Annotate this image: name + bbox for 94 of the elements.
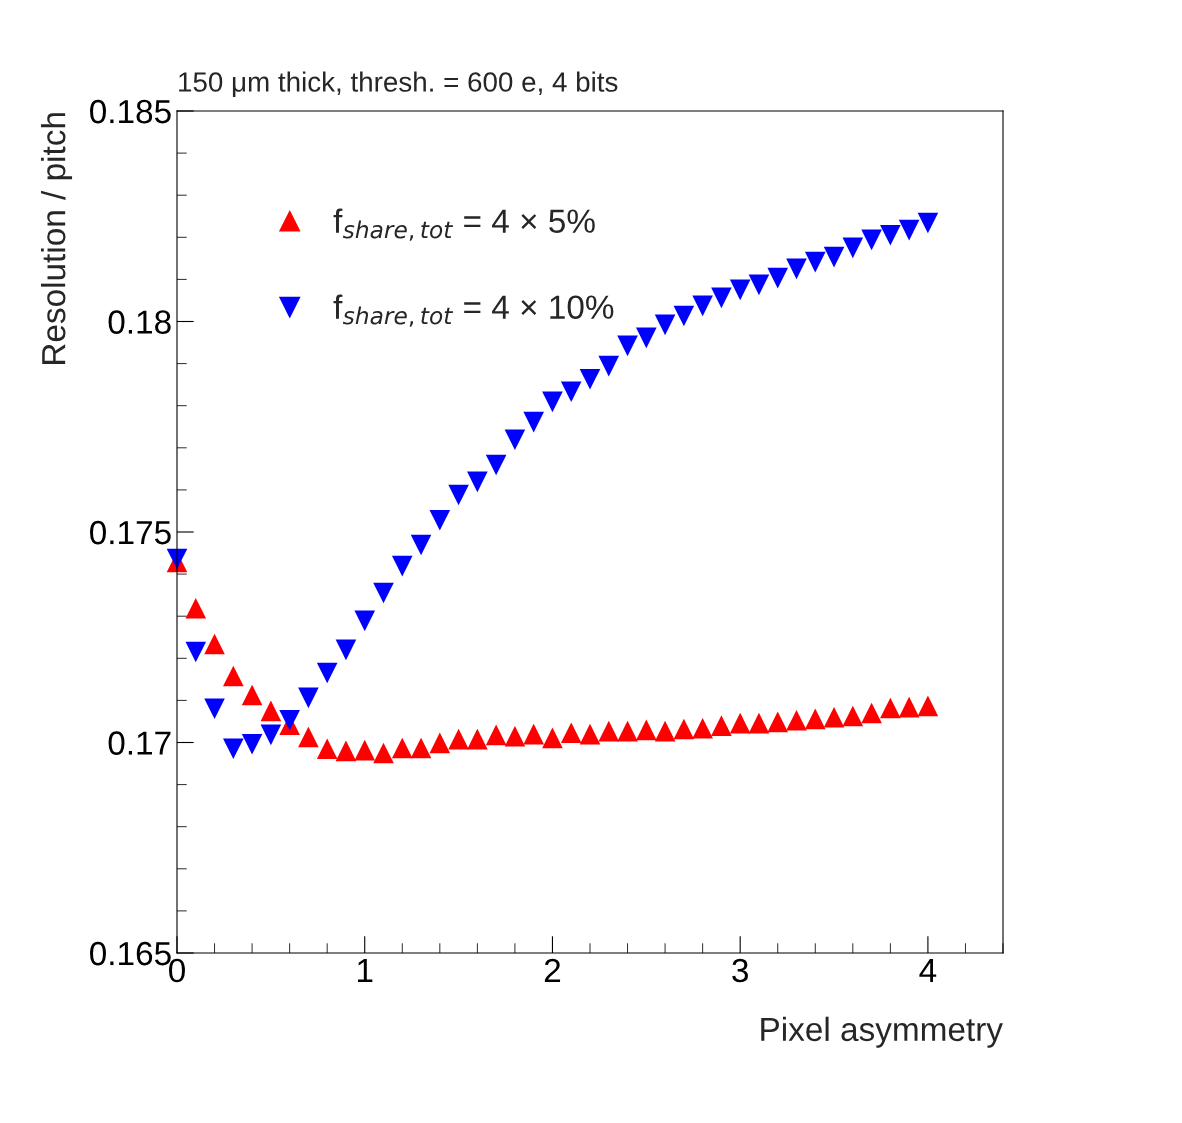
- point: [823, 706, 845, 728]
- point: [692, 717, 713, 739]
- point: [917, 695, 939, 717]
- point: [729, 712, 751, 734]
- point: [804, 708, 826, 730]
- point: [504, 429, 526, 451]
- point: [880, 697, 901, 719]
- x-tick-label: 4: [919, 959, 937, 983]
- point: [354, 610, 376, 632]
- point: [673, 305, 695, 327]
- point: [279, 709, 300, 731]
- x-tick-label: 2: [544, 958, 561, 983]
- point: [448, 484, 469, 506]
- point: [429, 732, 451, 754]
- point: [598, 355, 620, 377]
- point: [354, 739, 376, 761]
- point: [504, 725, 526, 747]
- point: [842, 237, 864, 259]
- point: [467, 471, 488, 493]
- point: [335, 639, 357, 661]
- point: [917, 212, 939, 234]
- point: [260, 700, 282, 722]
- point: [241, 733, 263, 755]
- point: [391, 555, 413, 577]
- point: [579, 723, 601, 745]
- point: [617, 720, 638, 742]
- point: [861, 702, 882, 724]
- point: [542, 391, 563, 413]
- point: [654, 720, 676, 742]
- x-axis-title: Pixel asymmetry: [761, 1016, 1003, 1048]
- point: [861, 229, 882, 251]
- point: [636, 327, 657, 349]
- point: [560, 722, 582, 744]
- y-axis-title: Resolution / pitch: [40, 113, 73, 364]
- point: [560, 381, 582, 403]
- point: [523, 723, 544, 745]
- point: [298, 726, 319, 748]
- point: [316, 662, 338, 684]
- point: [260, 724, 282, 746]
- point: [223, 665, 244, 687]
- point: [842, 705, 864, 727]
- point: [485, 454, 507, 476]
- y-tick-label: 0.17: [108, 731, 171, 755]
- point: [748, 274, 770, 296]
- y-tick-label: 0.165: [90, 941, 171, 966]
- point: [636, 719, 657, 741]
- point: [767, 711, 789, 733]
- point: [823, 246, 845, 268]
- point: [241, 684, 263, 706]
- point: [485, 724, 507, 746]
- point: [185, 597, 207, 619]
- point: [673, 718, 695, 740]
- point: [410, 737, 432, 759]
- legend-label: f$_{share,tot}$ = 4 × 10%: [333, 294, 614, 327]
- point: [185, 641, 207, 663]
- x-tick-label: 1: [358, 959, 373, 983]
- point: [429, 509, 451, 531]
- point: [786, 258, 807, 280]
- chart-title: 150 μm thick, thresh. = 600 e, 4 bits: [179, 71, 618, 97]
- x-tick-label: 0: [169, 958, 185, 983]
- point: [711, 715, 732, 736]
- legend-label: f$_{share,tot}$ = 4 × 5%: [333, 208, 595, 241]
- point: [598, 720, 620, 742]
- point: [410, 534, 432, 556]
- point: [748, 712, 770, 734]
- point: [898, 696, 920, 718]
- point: [316, 738, 338, 760]
- point: [373, 582, 394, 604]
- point: [335, 740, 357, 762]
- point: [767, 267, 789, 289]
- point: [298, 687, 319, 709]
- point: [711, 287, 732, 309]
- point: [448, 728, 469, 750]
- point: [523, 411, 544, 433]
- point: [204, 698, 225, 720]
- y-tick-label: 0.185: [90, 99, 171, 124]
- point: [391, 737, 413, 759]
- point: [204, 633, 225, 655]
- point: [579, 368, 601, 390]
- point: [373, 742, 394, 764]
- point: [692, 295, 713, 317]
- point: [654, 314, 676, 336]
- point: [804, 251, 826, 273]
- point: [898, 219, 920, 241]
- point: [467, 728, 488, 750]
- y-tick-label: 0.175: [90, 520, 171, 545]
- point: [223, 738, 244, 760]
- x-tick-label: 3: [732, 958, 748, 983]
- point: [542, 727, 563, 749]
- point: [729, 279, 751, 301]
- point: [786, 709, 807, 731]
- y-tick-label: 0.18: [108, 310, 171, 334]
- point: [880, 224, 901, 246]
- point: [617, 335, 638, 357]
